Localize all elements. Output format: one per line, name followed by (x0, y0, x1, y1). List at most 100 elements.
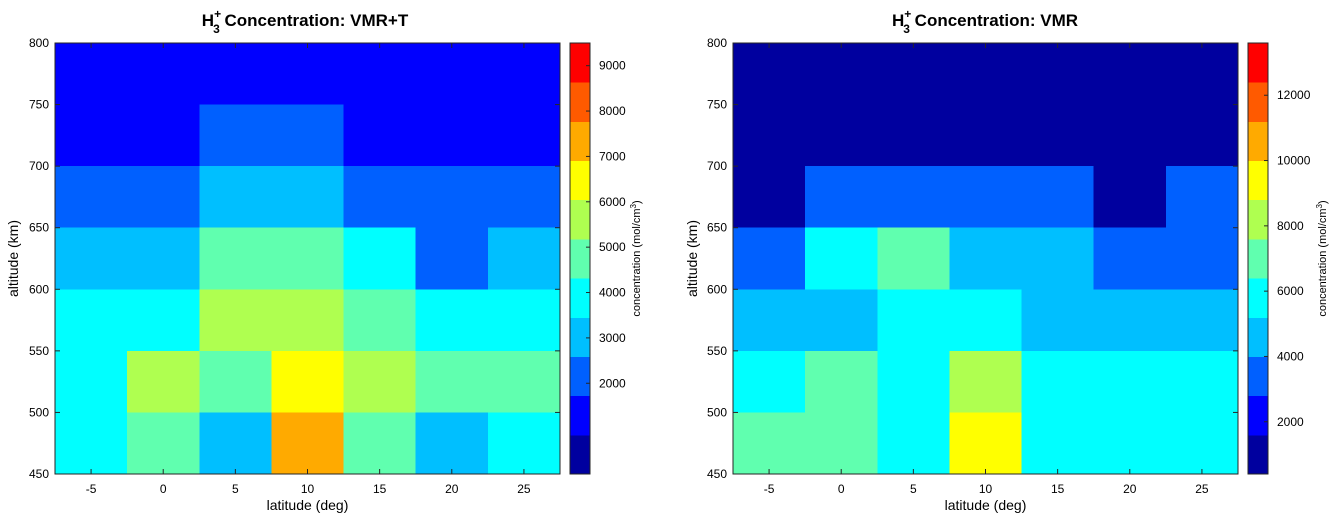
colorbar-segment (1248, 317, 1268, 357)
heatmap-cell (733, 412, 806, 474)
y-tick-label: 650 (707, 221, 727, 235)
heatmap-cell (343, 166, 416, 228)
colorbar-segment (1248, 43, 1268, 83)
x-tick-label: 20 (445, 482, 459, 496)
heatmap-cell (877, 289, 950, 474)
y-tick-label: 650 (29, 221, 49, 235)
colorbar-tick-label: 9000 (599, 59, 626, 73)
colorbar-segment (1248, 238, 1268, 279)
colorbar-tick-label: 4000 (1277, 349, 1304, 363)
heatmap-cell (877, 227, 950, 290)
heatmap-cell (271, 289, 344, 351)
heatmap-cell (805, 227, 878, 290)
heatmap-cell (1093, 227, 1166, 290)
title-subscript: 3 (213, 22, 220, 36)
x-tick-label: 5 (910, 482, 917, 496)
colorbar-tick-label: 8000 (1277, 219, 1304, 233)
heatmap-cell (733, 289, 806, 351)
heatmap-cell (487, 289, 560, 351)
heatmap-cell (1165, 350, 1238, 474)
title-superscript: + (904, 7, 911, 21)
title-text-rest: Concentration: VMR (910, 11, 1078, 30)
heatmap-cell (949, 412, 1022, 474)
chart-title: H+ 3 Concentration: VMR+T (202, 7, 409, 36)
x-tick-label: 20 (1123, 482, 1137, 496)
colorbar-segment (570, 199, 590, 240)
heatmap-cell (805, 289, 878, 351)
x-tick-label: 0 (838, 482, 845, 496)
colorbar-segment (1248, 82, 1268, 122)
heatmap-cell (415, 166, 488, 290)
colorbar-tick-label: 3000 (599, 331, 626, 345)
heatmap-cell (949, 350, 1022, 413)
heatmap-cell (415, 289, 488, 351)
x-tick-label: 25 (517, 482, 531, 496)
heatmap-cell (343, 412, 416, 474)
colorbar-segment (570, 356, 590, 397)
heatmap-cell (199, 166, 272, 228)
heatmap-cell (1165, 166, 1238, 228)
heatmap-cell (55, 43, 128, 167)
colorbar-label-end: ) (1317, 200, 1329, 204)
heatmap-cell (733, 227, 806, 290)
colorbar-segment (570, 434, 590, 475)
heatmap-cell (877, 166, 950, 228)
heatmap-cell (733, 350, 806, 413)
x-tick-label: 5 (232, 482, 239, 496)
colorbar-segment (570, 278, 590, 318)
heatmap-cell (199, 227, 272, 290)
colorbar-segment (1248, 356, 1268, 397)
heatmap-cell (127, 166, 200, 228)
heatmap-cell (487, 43, 560, 167)
y-tick-label: 600 (707, 282, 727, 296)
heatmap-cell (343, 227, 416, 290)
x-axis-label: latitude (deg) (945, 497, 1027, 513)
x-tick-label: 10 (301, 482, 315, 496)
colorbar-segment (570, 160, 590, 201)
y-tick-label: 500 (29, 405, 49, 419)
heatmap-cell (127, 43, 200, 167)
x-tick-label: 15 (1051, 482, 1065, 496)
x-tick-label: 25 (1195, 482, 1209, 496)
heatmap-cell (199, 289, 272, 351)
y-tick-label: 550 (29, 344, 49, 358)
heatmap-cell (877, 43, 950, 167)
title-superscript: + (214, 7, 221, 21)
y-tick-label: 750 (707, 98, 727, 112)
heatmap-cell (949, 166, 1022, 228)
heatmap-cell (1021, 289, 1094, 351)
title-subscript: 3 (903, 22, 910, 36)
heatmap-cell (271, 104, 344, 167)
colorbar-tick-label: 5000 (599, 240, 626, 254)
chart-title: H+ 3 Concentration: VMR (892, 7, 1078, 36)
colorbar-segment (1248, 121, 1268, 162)
heatmap-cell (271, 350, 344, 413)
heatmap-cell (415, 350, 488, 413)
heatmap-cell (805, 350, 878, 474)
heatmap-cell (127, 289, 200, 351)
heatmap-cell (415, 43, 488, 167)
colorbar-tick-label: 2000 (1277, 415, 1304, 429)
y-axis-label: altitude (km) (5, 220, 21, 297)
colorbar-label-text: concentration (mol/cm (631, 208, 643, 316)
y-tick-label: 600 (29, 282, 49, 296)
heatmap-cell (487, 412, 560, 474)
heatmap-cell (343, 350, 416, 413)
y-tick-label: 700 (707, 159, 727, 173)
chart-panel-2: 450 500 550 600 650 700 750 800 -5 0 5 10 15 20 25 lati… (684, 7, 1329, 513)
heatmap-cell (55, 227, 128, 290)
heatmap-cell (271, 412, 344, 474)
heatmap-cell (343, 289, 416, 351)
heatmap-cell (733, 43, 806, 228)
chart-panel-1: 450 500 550 600 650 700 750 800 -5 0 5 10 15 20 25 lati… (5, 7, 643, 513)
heatmap-cell (1021, 43, 1094, 167)
heatmap-cell (805, 43, 878, 167)
title-text-rest: Concentration: VMR+T (220, 11, 409, 30)
colorbar-tick-label: 10000 (1277, 154, 1311, 168)
colorbar-segment (1248, 160, 1268, 201)
heatmap-cell (271, 227, 344, 290)
heatmap-cell (1021, 350, 1094, 474)
y-tick-label: 450 (707, 467, 727, 481)
colorbar-segment (1248, 278, 1268, 318)
